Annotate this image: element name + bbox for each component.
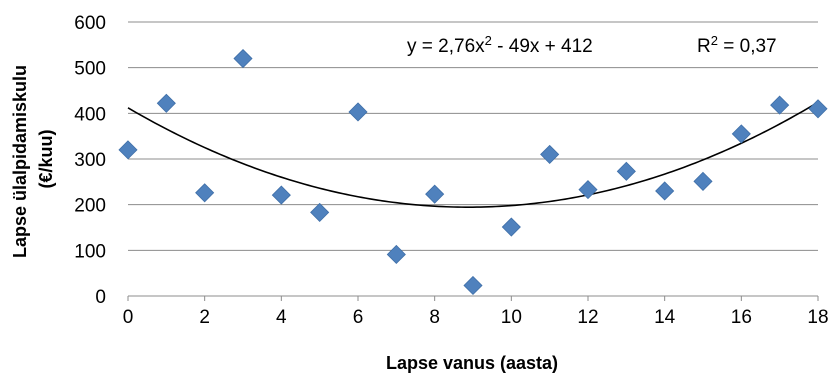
x-tick-label: 6	[353, 307, 364, 328]
y-tick-label: 0	[95, 287, 106, 308]
data-point	[655, 181, 675, 201]
y-tick-label: 400	[74, 104, 106, 125]
x-tick-label: 10	[501, 307, 522, 328]
x-tick-label: 8	[429, 307, 440, 328]
data-point	[731, 124, 751, 144]
data-point	[156, 93, 176, 113]
data-point	[271, 185, 291, 205]
x-tick-label: 4	[276, 307, 287, 328]
data-point	[386, 244, 406, 265]
data-point	[310, 202, 330, 222]
data-point	[501, 217, 521, 237]
data-point	[195, 183, 215, 203]
data-point	[693, 171, 713, 191]
y-tick-label: 100	[74, 241, 106, 262]
data-point	[425, 184, 445, 204]
r-squared-label: R2 = 0,37	[697, 33, 777, 57]
x-tick-label: 12	[577, 307, 598, 328]
x-tick-label: 16	[731, 307, 752, 328]
data-point	[616, 161, 636, 181]
x-tick-label: 2	[199, 307, 210, 328]
y-axis-ticks: 0 100 200 300 400 500 600	[74, 13, 106, 308]
y-axis-title: Lapse ülalpidamiskulu (€/kuu)	[10, 60, 56, 258]
x-axis-ticks: 0 2 4 6 8 10 12 14 16 18	[123, 296, 829, 328]
data-points	[118, 48, 828, 296]
trendline-curve	[127, 101, 819, 208]
data-point	[118, 140, 138, 160]
data-point	[808, 99, 828, 119]
data-point	[463, 275, 483, 296]
trendline-equation: y = 2,76x2 - 49x + 412	[407, 33, 593, 57]
y-tick-label: 500	[74, 59, 106, 80]
x-tick-label: 0	[123, 307, 134, 328]
y-tick-label: 600	[74, 13, 106, 34]
y-tick-label: 200	[74, 196, 106, 217]
data-point	[770, 95, 790, 115]
y-tick-label: 300	[74, 150, 106, 171]
x-tick-label: 18	[807, 307, 828, 328]
x-axis-title: Lapse vanus (aasta)	[386, 353, 558, 373]
x-tick-label: 14	[654, 307, 676, 328]
data-point	[540, 144, 560, 164]
data-point	[348, 102, 368, 122]
data-point	[233, 48, 253, 69]
data-point	[578, 180, 598, 200]
